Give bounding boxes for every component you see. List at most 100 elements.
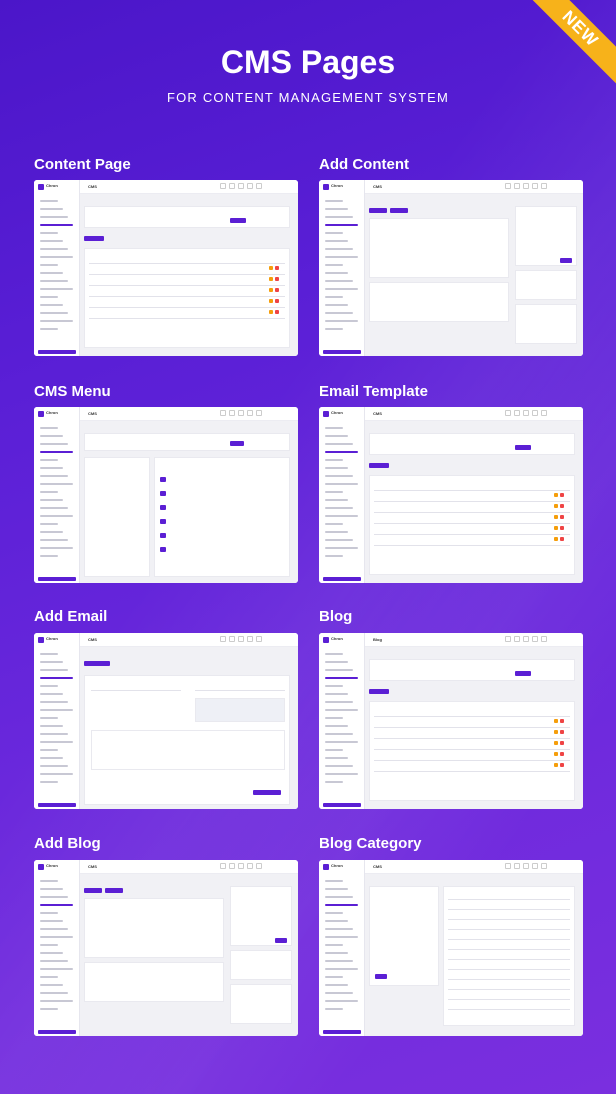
screenshot-add-content[interactable]: Chron CMS bbox=[319, 180, 583, 356]
mini-topbar-title: CMS bbox=[88, 864, 97, 869]
mini-table-row bbox=[374, 512, 570, 513]
mini-topbar-icon bbox=[238, 636, 244, 642]
mini-nav-item bbox=[325, 968, 358, 970]
screenshot-blog-category[interactable]: Chron CMS bbox=[319, 860, 583, 1036]
mini-table-row bbox=[448, 999, 570, 1000]
mini-topbar bbox=[365, 633, 583, 647]
screenshot-add-blog[interactable]: Chron CMS bbox=[34, 860, 298, 1036]
mini-topbar-title: Blog bbox=[373, 637, 382, 642]
mini-meta-card bbox=[369, 282, 509, 322]
mini-delete-icon bbox=[275, 277, 279, 281]
mini-sidebar-footer bbox=[38, 577, 76, 581]
screenshot-content-page[interactable]: Chron CMS bbox=[34, 180, 298, 356]
mini-nav-item bbox=[40, 288, 73, 290]
panel-label-blog-category: Blog Category bbox=[319, 835, 422, 852]
mini-topbar-icon bbox=[541, 863, 547, 869]
mini-topbar-icon bbox=[220, 410, 226, 416]
mini-topbar-icon bbox=[541, 183, 547, 189]
mini-nav-item bbox=[325, 781, 343, 783]
mini-delete-icon bbox=[560, 719, 564, 723]
mini-topbar-icon bbox=[532, 636, 538, 642]
mini-nav-item bbox=[40, 888, 63, 890]
mini-nav-item bbox=[325, 288, 358, 290]
mini-table-card bbox=[369, 475, 575, 575]
mini-nav-item bbox=[40, 749, 58, 751]
mini-topbar-title: CMS bbox=[373, 411, 382, 416]
mini-menu-item bbox=[160, 491, 166, 496]
mini-table-row bbox=[89, 274, 285, 275]
mini-delete-icon bbox=[560, 763, 564, 767]
mini-side-card bbox=[230, 950, 292, 980]
screenshot-blog[interactable]: Chron Blog bbox=[319, 633, 583, 809]
mini-filter-button bbox=[515, 445, 531, 450]
mini-topbar-icon bbox=[247, 410, 253, 416]
mini-topbar-icon bbox=[523, 863, 529, 869]
mini-topbar-icon bbox=[247, 863, 253, 869]
mini-delete-icon bbox=[560, 515, 564, 519]
mini-nav-item bbox=[325, 757, 348, 759]
mini-nav-item bbox=[40, 208, 63, 210]
mini-topbar-title: CMS bbox=[88, 184, 97, 189]
mini-topbar bbox=[80, 407, 298, 421]
mini-nav-item bbox=[325, 467, 348, 469]
mini-nav-item bbox=[325, 661, 348, 663]
mini-delete-icon bbox=[275, 266, 279, 270]
mini-logo-icon bbox=[38, 184, 44, 190]
mini-nav-item bbox=[325, 507, 353, 509]
mini-nav-item bbox=[325, 749, 343, 751]
mini-nav-item bbox=[40, 976, 58, 978]
mini-nav-item bbox=[40, 936, 73, 938]
mini-content bbox=[80, 194, 298, 356]
mini-table-row bbox=[374, 760, 570, 761]
mini-nav-item bbox=[325, 216, 353, 218]
mini-table-row bbox=[89, 296, 285, 297]
mini-delete-icon bbox=[560, 752, 564, 756]
mini-field bbox=[195, 690, 285, 691]
panel-label-email-template: Email Template bbox=[319, 383, 428, 400]
mini-filter-card bbox=[84, 206, 290, 228]
mini-topbar bbox=[80, 860, 298, 874]
mini-topbar-icon bbox=[532, 183, 538, 189]
mini-nav-item bbox=[325, 701, 353, 703]
mini-table-row bbox=[374, 501, 570, 502]
mini-editor-card bbox=[84, 898, 224, 958]
screenshot-add-email[interactable]: Chron CMS bbox=[34, 633, 298, 809]
mini-save-button bbox=[375, 974, 387, 979]
mini-content bbox=[80, 421, 298, 583]
mini-nav-item bbox=[325, 232, 343, 234]
mini-table-row bbox=[374, 534, 570, 535]
mini-nav-item bbox=[40, 773, 73, 775]
mini-select-button bbox=[230, 441, 244, 446]
mini-add-items-card bbox=[84, 457, 150, 577]
mini-edit-icon bbox=[269, 310, 273, 314]
mini-topbar-icon bbox=[229, 183, 235, 189]
mini-nav-item bbox=[325, 912, 343, 914]
mini-nav-item bbox=[325, 669, 353, 671]
screenshot-cms-menu[interactable]: Chron CMS bbox=[34, 407, 298, 583]
mini-topbar-title: CMS bbox=[88, 411, 97, 416]
mini-logo-text: Chron bbox=[331, 410, 343, 415]
mini-edit-icon bbox=[269, 277, 273, 281]
mini-nav-item bbox=[40, 944, 58, 946]
mini-category-list bbox=[443, 886, 575, 1026]
mini-table-row bbox=[448, 929, 570, 930]
mini-add-button bbox=[84, 236, 104, 241]
mini-nav-item bbox=[40, 216, 68, 218]
mini-delete-icon bbox=[275, 310, 279, 314]
mini-topbar-icon bbox=[505, 863, 511, 869]
panel-label-blog: Blog bbox=[319, 608, 353, 625]
mini-nav-item bbox=[325, 880, 343, 882]
mini-logo-icon bbox=[323, 411, 329, 417]
mini-nav-item bbox=[325, 547, 358, 549]
mini-sidebar: Chron bbox=[319, 407, 365, 583]
mini-edit-icon bbox=[269, 299, 273, 303]
mini-delete-icon bbox=[275, 299, 279, 303]
mini-nav-item bbox=[325, 304, 348, 306]
mini-nav-item bbox=[325, 280, 353, 282]
mini-table-row bbox=[448, 979, 570, 980]
screenshot-email-template[interactable]: Chron CMS bbox=[319, 407, 583, 583]
mini-nav-item bbox=[325, 328, 343, 330]
mini-nav-item bbox=[325, 717, 343, 719]
mini-nav-item bbox=[40, 677, 73, 679]
mini-topbar bbox=[80, 180, 298, 194]
